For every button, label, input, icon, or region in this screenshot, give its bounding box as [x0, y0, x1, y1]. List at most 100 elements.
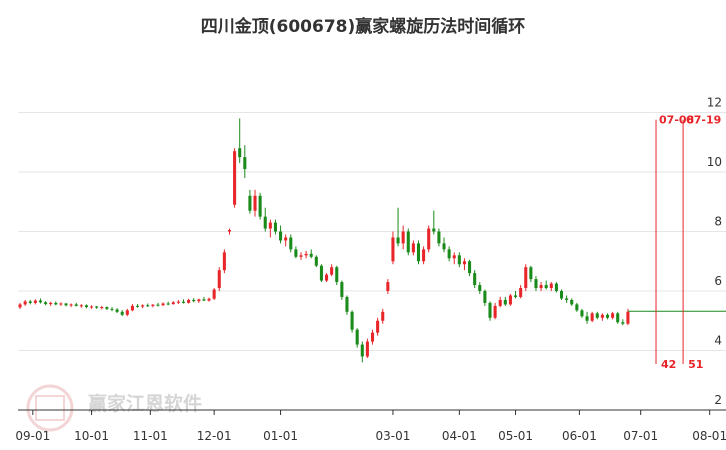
candle-body [442, 243, 446, 250]
candle-body [192, 299, 196, 302]
candle-body [273, 222, 277, 232]
candle-body [248, 195, 252, 211]
watermark-logo [26, 384, 74, 432]
x-tick-label: 06-01 [562, 429, 597, 443]
candle-body [416, 243, 421, 262]
candle-body [498, 299, 502, 306]
candle-body [411, 243, 415, 253]
y-tick-label: 10 [707, 155, 722, 169]
candle-body [478, 285, 482, 292]
candle-body [28, 301, 32, 303]
candle-body [519, 288, 523, 297]
candle-body [319, 265, 323, 281]
candle-body [600, 314, 604, 318]
candle-body [74, 304, 78, 306]
candle-body [258, 195, 262, 217]
candle-body [84, 305, 88, 308]
candle-body [100, 307, 104, 309]
x-tick-label: 09-01 [15, 429, 50, 443]
cycle-count: 42 [661, 358, 676, 371]
candle-body [432, 228, 436, 232]
candle-body [181, 301, 186, 303]
candle-body [503, 299, 507, 305]
x-tick-label: 10-01 [74, 429, 109, 443]
candle-body [105, 307, 109, 309]
y-tick-label: 12 [707, 96, 722, 110]
candle-body [90, 306, 94, 308]
candle-body [120, 311, 124, 315]
candle-body [79, 305, 83, 307]
candle-body [233, 151, 237, 205]
candle-body [289, 237, 293, 250]
x-tick-label: 01-01 [263, 429, 298, 443]
candle-body [360, 344, 364, 357]
candle-body [370, 332, 375, 342]
candle-body [243, 157, 247, 170]
x-tick-label: 08-01 [692, 429, 726, 443]
candle-body [141, 305, 145, 307]
candle-body [33, 300, 37, 303]
candle-body [621, 322, 625, 324]
candle-body [529, 267, 533, 280]
candle-body [554, 283, 558, 292]
candle-body [202, 299, 206, 301]
candle-body [611, 313, 615, 318]
candle-body [483, 291, 487, 303]
candle-body [217, 270, 221, 289]
candle-body [468, 261, 472, 274]
candle-body [462, 261, 466, 265]
candle-body [156, 304, 160, 306]
candle-body [110, 308, 114, 310]
candle-body [626, 311, 630, 324]
candle-body [447, 249, 451, 259]
candle-body [605, 314, 610, 318]
candle-body [146, 305, 150, 307]
y-tick-label: 4 [714, 334, 722, 348]
candle-body [350, 311, 354, 330]
candle-body [330, 267, 334, 275]
candle-body [38, 300, 43, 303]
candle-body [585, 316, 589, 321]
candle-body [493, 305, 497, 318]
cycle-date: 07-19 [686, 114, 721, 127]
candle-body [222, 252, 226, 271]
candle-body [151, 304, 155, 306]
candle-body [115, 309, 119, 312]
candle-body [570, 299, 574, 305]
candle-body [524, 267, 528, 289]
candle-body [161, 303, 165, 306]
candle-body [69, 304, 73, 306]
candle-body [304, 253, 308, 256]
candle-body [422, 249, 426, 262]
candle-body [59, 303, 63, 305]
candle-body [54, 302, 58, 305]
candle-body [23, 301, 27, 305]
candle-body [187, 299, 191, 303]
candle-body [508, 295, 512, 305]
chart-title: 四川金顶(600678)赢家螺旋历法时间循环 [201, 16, 526, 37]
candle-body [176, 301, 180, 303]
candle-body [18, 304, 22, 308]
candle-body [401, 231, 405, 244]
candle-body [488, 302, 492, 318]
candle-body [365, 341, 369, 357]
candle-body [514, 295, 518, 297]
x-tick-label: 04-01 [442, 429, 477, 443]
cycle-count: 51 [688, 358, 703, 371]
candle-body [49, 302, 53, 305]
candle-body [452, 255, 456, 259]
candle-body [559, 291, 564, 299]
candle-body [345, 296, 349, 312]
candle-body [227, 230, 232, 232]
candle-body [590, 313, 594, 321]
watermark: 赢家江恩软件 [88, 392, 202, 415]
candle-body [473, 273, 477, 286]
y-tick-label: 2 [714, 393, 722, 407]
x-tick-label: 12-01 [197, 429, 232, 443]
candle-body [325, 274, 329, 281]
candle-body [575, 304, 579, 311]
y-tick-label: 8 [714, 215, 722, 229]
candle-body [299, 255, 303, 257]
candle-body [279, 231, 283, 241]
